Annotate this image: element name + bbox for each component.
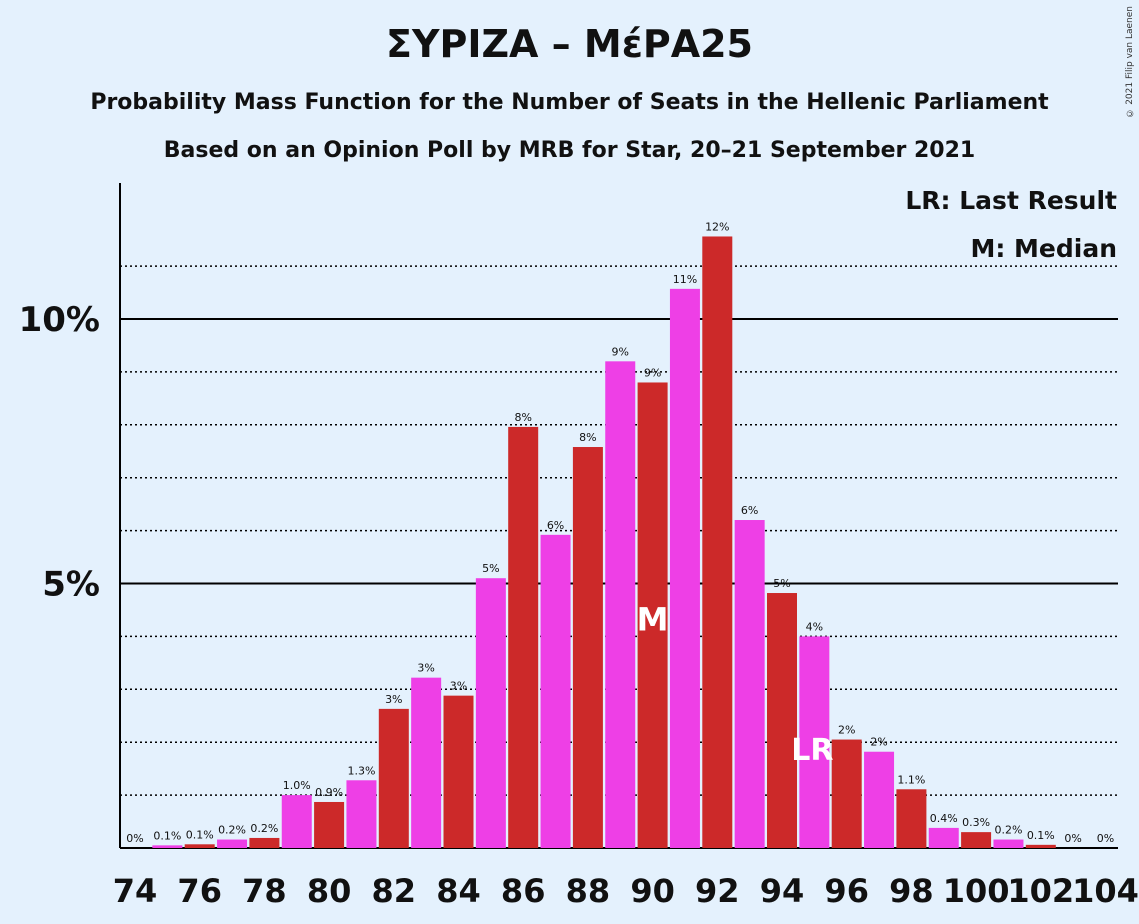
bar [928,827,959,848]
bar-data-label: 11% [673,273,697,286]
x-tick-label: 86 [501,872,546,910]
bar-data-label: 5% [482,562,499,575]
bar [831,739,862,848]
bar-data-label: 0% [126,832,143,845]
bar-data-label: 1.0% [283,779,311,792]
bar [281,795,312,848]
bar-data-label: 0% [1097,832,1114,845]
bar [378,708,409,848]
last-result-marker: LR [791,733,833,768]
x-tick-label: 80 [307,872,352,910]
legend-median: M: Median [970,234,1117,263]
bar [1025,844,1056,848]
bar [637,382,668,848]
bar-data-label: 0.1% [153,829,181,842]
x-tick-label: 96 [824,872,869,910]
bar-data-label: 0.2% [218,824,246,837]
bar [346,780,377,848]
x-tick-label: 100 [943,872,1010,910]
bar [508,426,539,848]
x-tick-label: 102 [1007,872,1074,910]
bar [572,447,603,848]
median-marker: M [637,600,669,638]
y-tick-label: 5% [42,565,100,605]
bar-data-label: 9% [612,345,629,358]
bar [184,844,215,848]
bar-data-label: 4% [806,620,823,633]
bar [249,837,280,848]
bar [669,288,700,848]
bar [605,361,636,848]
bar [411,677,442,848]
bar [767,593,797,848]
bar [961,832,992,848]
x-tick-label: 74 [113,872,158,910]
bar-data-label: 0.9% [315,786,343,799]
bar-data-label: 0.1% [186,828,214,841]
bar-data-label: 5% [773,577,790,590]
x-tick-label: 92 [695,872,740,910]
bar-data-label: 0.2% [250,822,278,835]
bar-data-label: 3% [385,693,402,706]
bar-data-label: 2% [870,736,887,749]
bar-data-label: 6% [741,504,758,517]
bar-data-label: 0.4% [930,812,958,825]
bar [475,578,506,848]
bar [734,520,765,848]
x-tick-label: 78 [242,872,287,910]
bar [799,636,830,848]
bar-data-label: 3% [450,680,467,693]
x-tick-label: 84 [436,872,481,910]
bar-data-label: 0.3% [962,816,990,829]
bar [217,839,248,848]
x-tick-label: 76 [177,872,222,910]
bar-data-label: 9% [644,366,661,379]
bar-data-label: 1.1% [897,773,925,786]
bar [540,534,571,848]
bar [702,236,733,848]
bar-data-label: 0.1% [1027,829,1055,842]
bar-data-label: 6% [547,519,564,532]
bar [443,695,474,848]
x-tick-label: 82 [372,872,417,910]
bar-data-label: 12% [705,220,729,233]
bar [152,845,183,848]
y-tick-label: 10% [19,300,100,340]
x-tick-label: 90 [630,872,675,910]
x-tick-label: 104 [1072,872,1139,910]
bar-data-label: 8% [514,411,531,424]
x-tick-label: 88 [566,872,611,910]
bar [864,751,895,848]
bar-data-label: 3% [417,662,434,675]
bar-data-label: 0.2% [994,824,1022,837]
bar-data-label: 1.3% [347,764,375,777]
bar-data-label: 0% [1064,832,1081,845]
bar-data-label: 8% [579,431,596,444]
bar [896,789,927,848]
x-tick-label: 94 [760,872,805,910]
x-tick-label: 98 [889,872,934,910]
bar-data-label: 2% [838,724,855,737]
bar [314,801,345,848]
chart-source: Based on an Opinion Poll by MRB for Star… [163,138,976,163]
chart-title: ΣΥΡΙΖΑ – ΜέΡΑ25 [386,22,753,66]
legend-last-result: LR: Last Result [905,186,1117,215]
bar [993,839,1024,848]
chart-subtitle: Probability Mass Function for the Number… [90,90,1049,115]
